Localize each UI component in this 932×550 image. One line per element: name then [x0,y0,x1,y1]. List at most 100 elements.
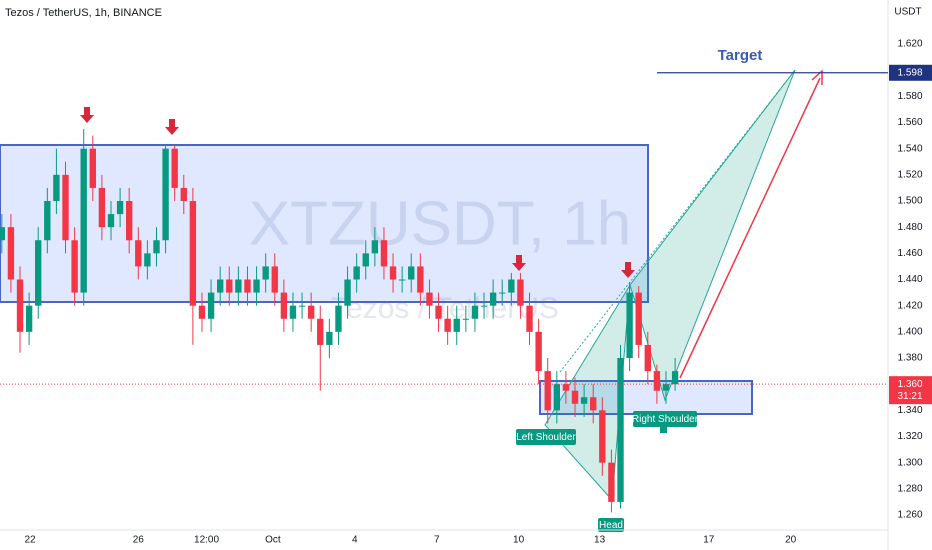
candle-body [571,390,579,404]
countdown: 31:21 [897,391,922,402]
candle-body [171,148,178,188]
candle-body [62,174,69,241]
candle-body [317,318,324,345]
candle-body [353,266,360,280]
y-axis-label: USDT [894,7,921,18]
candle-body [480,305,488,307]
y-tick-label: 1.420 [897,300,922,311]
candle-body [653,371,661,391]
candle-body [508,279,515,293]
target-arrow-head [811,69,823,85]
candle-body [671,371,679,385]
x-tick-label: 20 [785,535,797,546]
y-tick-label: 1.500 [897,196,922,207]
watermark: XTZUSDT, 1h [249,189,631,258]
candle-body [226,279,233,293]
x-tick-label: 13 [594,535,606,546]
candle-body [80,148,87,293]
candle-body [98,187,106,228]
candle-body [280,292,288,319]
candle-body [189,201,197,306]
candle-body [89,148,96,188]
candle-body [44,201,51,241]
candle-body [453,318,460,332]
pattern-label: Head [599,520,623,531]
chart-title: Tezos / TetherUS, 1h, BINANCE [5,7,162,19]
resistance-zone [0,144,649,303]
y-tick-label: 1.400 [897,326,922,337]
candles [0,129,679,513]
candle-body [335,305,342,332]
x-tick-label: 12:00 [194,535,219,546]
candle-body [590,397,597,411]
y-tick-label: 1.260 [897,510,922,521]
candle-body [35,240,42,306]
x-tick-label: 7 [434,535,440,546]
pattern-label: Left Shoulder [516,432,576,443]
label-pointer [660,427,667,433]
x-tick-label: Oct [265,535,281,546]
candle-body [435,305,442,319]
y-tick-label: 1.340 [897,405,922,416]
price-label: 1.598 [897,67,922,78]
candle-body [326,331,333,345]
candle-body [380,240,388,267]
candle-body [471,305,479,319]
target-arrow [679,77,821,379]
candle-body [271,266,278,293]
candle-body [135,240,142,267]
candle-body [599,410,606,463]
label-box [633,411,697,427]
candle-body [544,371,551,411]
candle-body [116,201,124,215]
candle-body [517,279,524,306]
x-tick-label: 22 [24,535,36,546]
candle-body [216,279,224,293]
y-tick-label: 1.480 [897,222,922,233]
y-tick-label: 1.300 [897,457,922,468]
candle-body [289,305,297,319]
candle-body [580,397,588,404]
y-tick-label: 1.440 [897,274,922,285]
candle-body [562,384,570,391]
y-tick-label: 1.560 [897,117,922,128]
price-label-box [889,64,932,81]
y-tick-label: 1.520 [897,169,922,180]
candle-body [626,292,633,359]
candle-body [244,279,251,293]
candle-body [617,358,624,502]
candle-body [426,292,433,306]
y-tick-label: 1.620 [897,39,922,50]
candle-body [362,253,369,267]
candle-body [526,305,533,332]
pattern-label: Right Shoulder [632,414,699,425]
candle-body [298,305,306,307]
candle-body [462,318,470,320]
pattern-projection [629,69,796,402]
x-tick-label: 10 [513,535,525,546]
candle-body [71,240,78,293]
price-label: 1.360 [897,379,922,390]
arrows [80,107,635,278]
candle-body [535,331,542,372]
candle-body [235,279,242,293]
candle-body [417,266,424,293]
candle-body [144,253,151,267]
y-tick-label: 1.540 [897,143,922,154]
price-label-box [889,376,932,405]
candle-body [198,305,206,319]
candle-body [371,240,379,254]
candle-body [608,462,615,502]
y-tick-label: 1.320 [897,431,922,442]
label-box [516,429,576,445]
candle-body [107,214,115,228]
y-tick-label: 1.580 [897,91,922,102]
candle-body [635,292,642,345]
candle-body [644,344,651,372]
y-tick-label: 1.380 [897,353,922,364]
candle-body [53,174,60,202]
candle-body [25,305,33,332]
candle-body [662,384,670,391]
candle-body [126,201,133,241]
